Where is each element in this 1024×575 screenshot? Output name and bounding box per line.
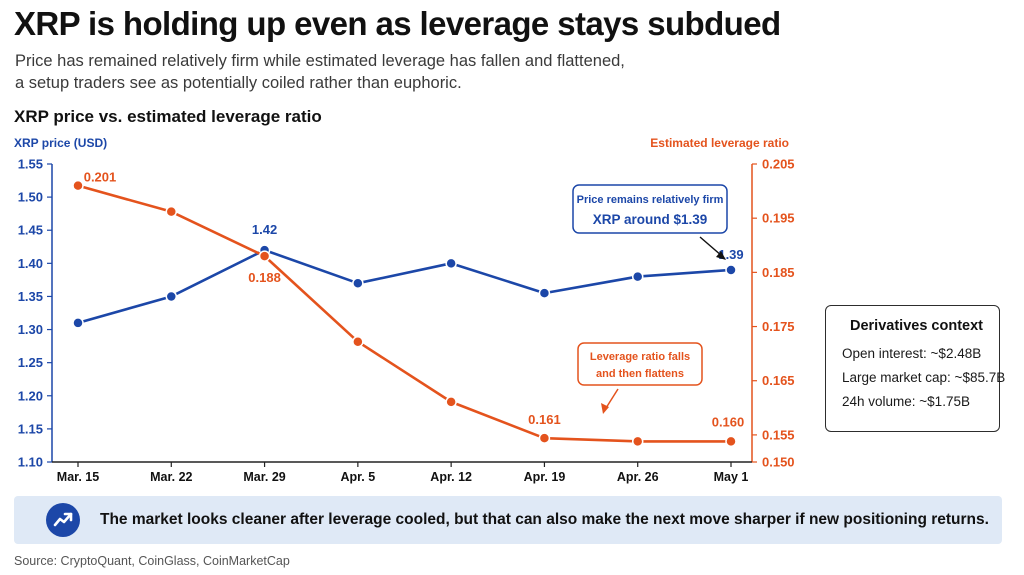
left-tick-label: 1.25	[18, 355, 43, 370]
dual-axis-line-chart: XRP price (USD) Estimated leverage ratio 1…	[14, 136, 795, 484]
x-tick-label: Mar. 22	[150, 470, 192, 484]
leverage-data-label: 0.188	[248, 270, 281, 285]
right-tick-label: 0.165	[762, 373, 795, 388]
price-annotation-arrowhead	[716, 251, 726, 260]
price-point	[72, 317, 84, 329]
leverage-point	[352, 335, 364, 348]
x-tick-label: May 1	[714, 470, 749, 484]
price-annotation-line-1: Price remains relatively firm	[577, 194, 724, 206]
left-tick-label: 1.45	[18, 223, 43, 238]
leverage-data-label: 0.160	[712, 414, 745, 429]
context-row-market-cap: Large market cap: ~$85.7B	[842, 370, 1006, 385]
leverage-point	[72, 179, 84, 192]
right-tick-label: 0.150	[762, 455, 795, 470]
leverage-annotation-arrow	[605, 388, 619, 409]
left-tick-label: 1.35	[18, 289, 43, 304]
headline: XRP is holding up even as leverage stays…	[14, 5, 781, 42]
leverage-annotation-arrowhead	[601, 403, 609, 414]
leverage-annotation-box	[577, 342, 703, 386]
leverage-point	[445, 396, 457, 408]
price-point	[538, 287, 551, 299]
left-tick-label: 1.50	[18, 190, 43, 205]
banner-text: The market looks cleaner after leverage …	[100, 511, 989, 528]
subhead-line-2: a setup traders see as potentially coile…	[15, 74, 462, 92]
right-tick-label: 0.205	[762, 157, 795, 172]
price-annotation-box	[572, 184, 728, 234]
right-tick-label: 0.185	[762, 265, 795, 280]
left-tick-label: 1.10	[18, 455, 43, 470]
leverage-data-label: 0.201	[84, 170, 117, 185]
right-tick-label: 0.175	[762, 319, 795, 334]
x-tick-label: Apr. 12	[430, 470, 472, 484]
x-tick-label: Mar. 15	[57, 470, 99, 484]
context-title: Derivatives context	[850, 318, 983, 334]
price-annotation-arrow	[699, 236, 723, 257]
subhead-line-1: Price has remained relatively firm while…	[15, 52, 625, 70]
leverage-annotation-line-1: Leverage ratio falls	[590, 351, 690, 363]
right-axis-label: Estimated leverage ratio	[650, 136, 789, 150]
leverage-point	[538, 432, 551, 444]
price-point	[352, 277, 364, 289]
leverage-point	[258, 250, 271, 262]
takeaway-banner: The market looks cleaner after leverage …	[14, 496, 1002, 544]
left-tick-label: 1.15	[18, 421, 43, 436]
right-tick-label: 0.195	[762, 211, 795, 226]
x-tick-label: Apr. 19	[524, 470, 566, 484]
price-point	[631, 270, 644, 283]
leverage-point	[631, 435, 644, 448]
x-tick-label: Apr. 26	[617, 470, 659, 484]
chart-title: XRP price vs. estimated leverage ratio	[14, 107, 322, 126]
leverage-point	[725, 435, 737, 448]
price-point	[445, 257, 457, 270]
left-tick-label: 1.30	[18, 322, 43, 337]
price-point	[165, 290, 178, 303]
leverage-annotation-line-2: and then flattens	[596, 368, 684, 380]
left-tick-label: 1.40	[18, 256, 43, 271]
leverage-line	[77, 184, 731, 443]
x-tick-label: Apr. 5	[340, 470, 375, 484]
leverage-point	[165, 205, 178, 218]
price-point	[725, 264, 737, 276]
price-line	[77, 248, 732, 325]
right-tick-label: 0.155	[762, 427, 795, 442]
trend-up-icon	[46, 503, 80, 537]
left-tick-label: 1.55	[18, 157, 43, 172]
context-row-volume: 24h volume: ~$1.75B	[842, 394, 970, 409]
context-row-open-interest: Open interest: ~$2.48B	[842, 346, 982, 361]
left-axis-label: XRP price (USD)	[14, 136, 107, 150]
leverage-data-label: 0.161	[528, 412, 561, 427]
subhead: Price has remained relatively firm while…	[15, 50, 715, 94]
source-note: Source: CryptoQuant, CoinGlass, CoinMark…	[14, 554, 290, 568]
derivatives-context-panel: Derivatives context Open interest: ~$2.4…	[825, 305, 1006, 432]
x-tick-label: Mar. 29	[243, 470, 285, 484]
price-data-label: 1.42	[252, 222, 277, 237]
price-annotation-line-2: XRP around $1.39	[593, 212, 708, 227]
left-tick-label: 1.20	[18, 388, 43, 403]
